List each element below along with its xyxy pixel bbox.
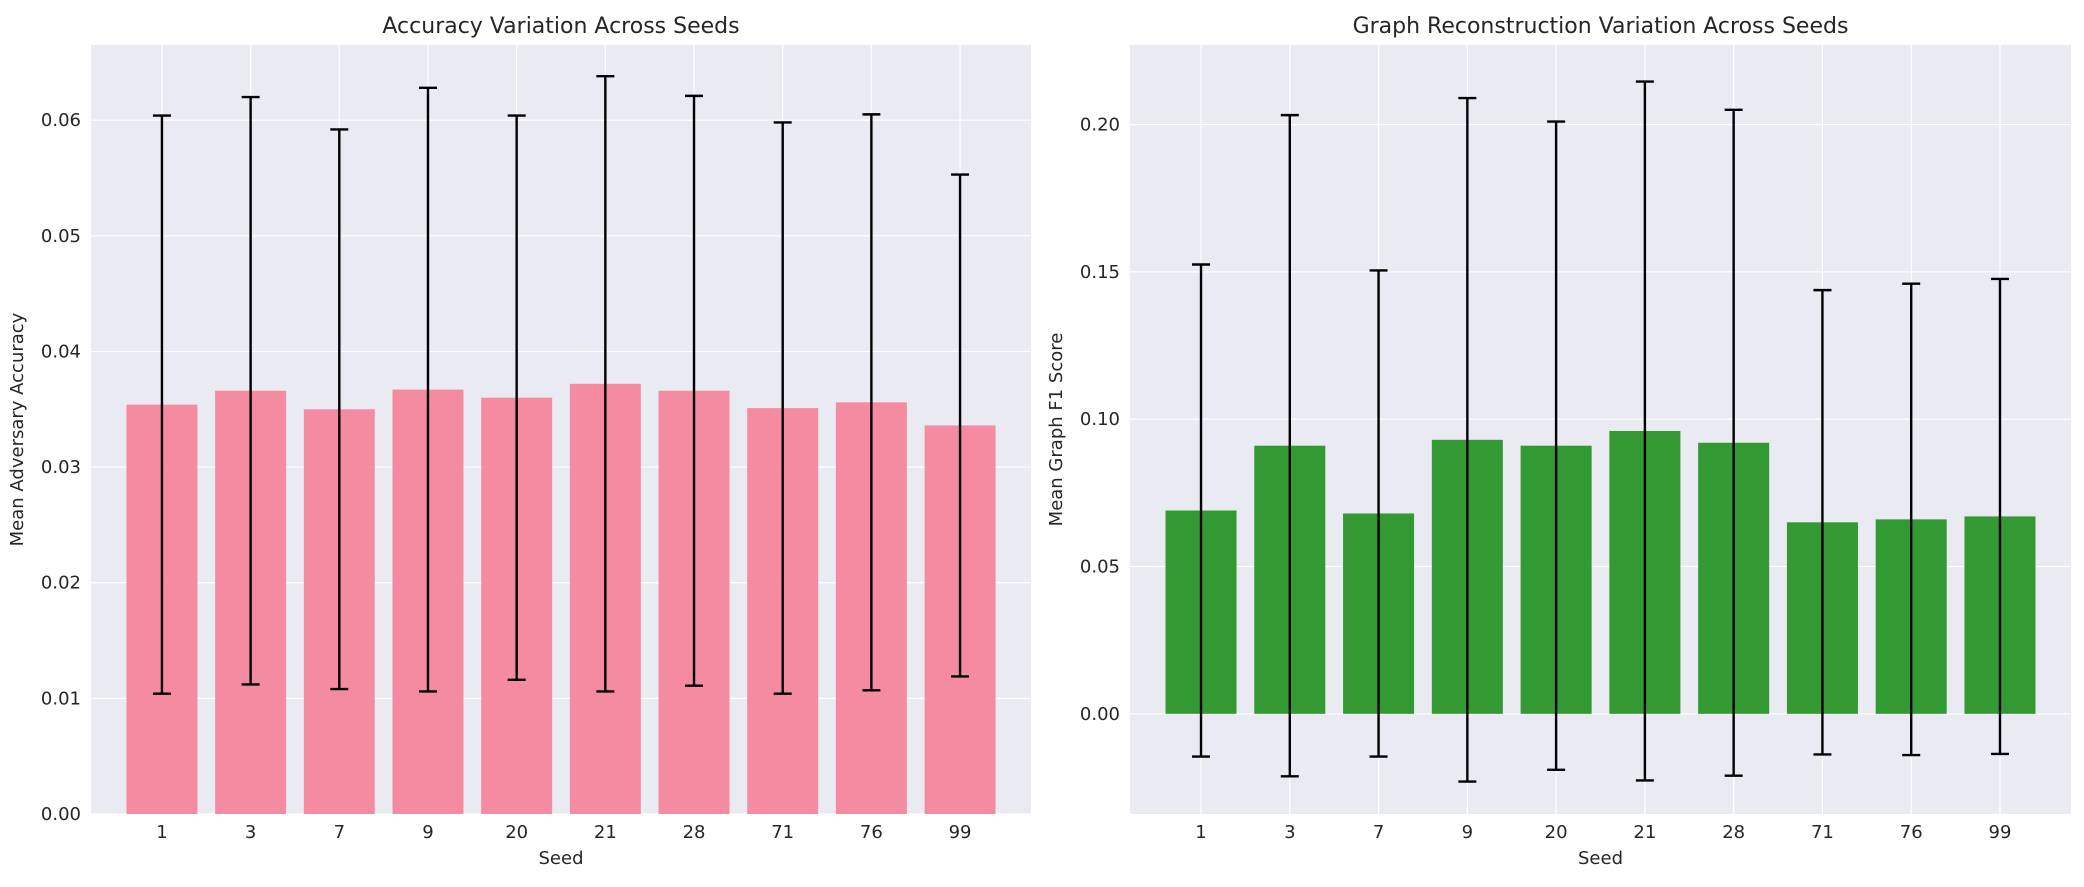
y-tick-label: 0.15 (1080, 262, 1120, 283)
y-tick-label: 0.06 (41, 110, 81, 131)
y-tick-label: 0.10 (1080, 409, 1120, 430)
error-bar-seed-20 (507, 114, 526, 682)
error-bar-seed-7 (330, 128, 349, 691)
x-tick-label: 3 (1284, 822, 1295, 843)
x-tick-label: 21 (594, 822, 617, 843)
y-tick-label: 0.00 (1080, 704, 1120, 725)
x-tick-label: 71 (1811, 822, 1834, 843)
y-tick-label: 0.00 (41, 804, 81, 825)
error-bar-seed-71 (773, 121, 792, 695)
y-tick-label: 0.05 (1080, 557, 1120, 578)
chart-panel-1: 0.00 0.01 0.02 0.03 0.04 0.05 0.06 1 3 7 9 20 21 28 71… (7, 14, 1031, 869)
error-bar-seed-28 (685, 94, 704, 687)
x-tick-label: 7 (334, 822, 345, 843)
x-tick-label: 99 (1989, 822, 2012, 843)
error-bar-seed-3 (241, 95, 260, 686)
x-tick-label: 28 (1722, 822, 1745, 843)
error-bar-seed-9 (1458, 96, 1477, 783)
x-tick-label: 21 (1633, 822, 1656, 843)
error-bar-seed-21 (1635, 80, 1654, 782)
x-tick-label: 3 (245, 822, 256, 843)
y-tick-label: 0.03 (41, 457, 81, 478)
error-bar-seed-1 (152, 114, 171, 695)
x-axis-label: Seed (539, 848, 584, 869)
x-tick-label: 1 (156, 822, 167, 843)
error-bar-seed-76 (1902, 282, 1921, 757)
x-tick-label: 76 (1900, 822, 1923, 843)
y-tick-label: 0.05 (41, 226, 81, 247)
x-tick-label: 20 (505, 822, 528, 843)
error-bar-seed-20 (1547, 120, 1566, 772)
x-tick-label: 9 (1462, 822, 1473, 843)
error-bar-seed-9 (418, 86, 437, 693)
x-tick-label: 71 (771, 822, 794, 843)
error-bar-seed-21 (596, 75, 615, 693)
chart-title: Accuracy Variation Across Seeds (382, 14, 739, 39)
x-tick-label: 1 (1195, 822, 1206, 843)
error-bar-seed-28 (1724, 108, 1743, 777)
y-tick-label: 0.20 (1080, 115, 1120, 136)
x-tick-label: 76 (860, 822, 883, 843)
error-bar-seed-99 (951, 173, 970, 678)
y-tick-label: 0.01 (41, 688, 81, 709)
error-bar-seed-3 (1280, 113, 1299, 778)
x-tick-label: 99 (949, 822, 972, 843)
y-axis-label: Mean Graph F1 Score (1046, 333, 1067, 527)
y-axis-label: Mean Adversary Accuracy (7, 312, 28, 546)
error-bar-seed-71 (1813, 288, 1832, 756)
chart-title: Graph Reconstruction Variation Across Se… (1353, 14, 1849, 39)
y-tick-label: 0.04 (41, 341, 81, 362)
x-tick-label: 28 (683, 822, 706, 843)
x-tick-label: 9 (422, 822, 433, 843)
chart-panel-2: 0.00 0.05 0.10 0.15 0.20 1 3 7 9 20 21 28 71 76 99 Grap… (1046, 14, 2071, 869)
error-bar-seed-7 (1369, 269, 1388, 758)
error-bar-seed-76 (862, 113, 881, 692)
y-tick-label: 0.02 (41, 573, 81, 594)
x-tick-label: 7 (1373, 822, 1384, 843)
error-bar-seed-1 (1192, 263, 1211, 758)
x-tick-label: 20 (1545, 822, 1568, 843)
error-bar-seed-99 (1990, 277, 2009, 756)
x-axis-label: Seed (1578, 848, 1623, 869)
